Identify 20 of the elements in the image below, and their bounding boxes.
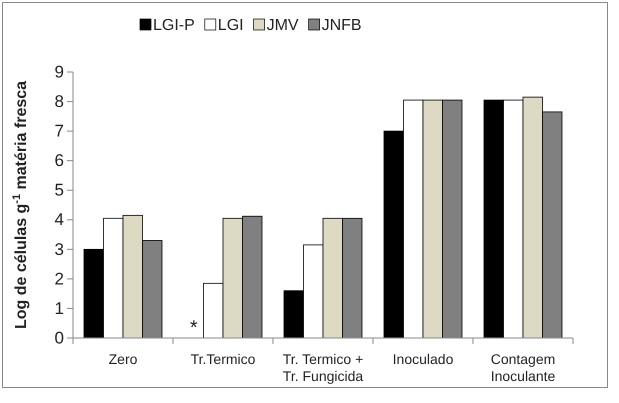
y-tick-label: 5 — [54, 180, 64, 200]
legend-label: JMV — [266, 17, 299, 34]
legend-label: LGI-P — [153, 17, 195, 34]
x-tick-label: Zero — [108, 351, 138, 367]
x-tick-label: Tr.Termico — [190, 351, 256, 367]
x-tick-label: Tr. Termico + Tr. Fungicida — [282, 351, 364, 384]
x-tick-label: Contagem Inoculante — [490, 351, 556, 384]
x-tick-label: Inoculado — [392, 351, 454, 367]
y-tick-label: 2 — [54, 269, 64, 288]
y-tick-label: 1 — [54, 298, 64, 318]
annotation: * — [190, 317, 198, 339]
y-tick-label: 4 — [54, 210, 64, 230]
y-tick-label: 7 — [54, 122, 64, 141]
y-tick-label: 3 — [54, 240, 64, 259]
y-tick-label: 6 — [54, 151, 64, 170]
legend-label: JNFB — [322, 17, 362, 34]
legend-label: LGI — [218, 17, 244, 34]
y-tick-label: 0 — [54, 328, 64, 348]
y-tick-label: 8 — [54, 92, 64, 111]
y-tick-label: 9 — [54, 62, 64, 82]
